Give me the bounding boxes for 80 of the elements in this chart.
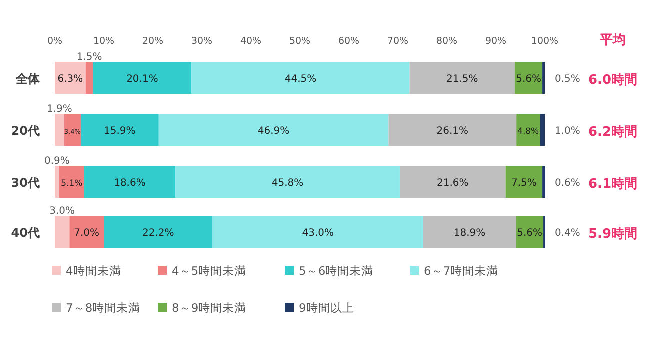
bar bbox=[388, 114, 517, 146]
text: 6.0時間 bbox=[588, 73, 638, 88]
y-tick-label: 全体 bbox=[15, 72, 41, 86]
bar bbox=[64, 114, 81, 146]
text: 5.9時間 bbox=[588, 227, 638, 242]
data-label: 44.5% bbox=[284, 74, 317, 85]
bar bbox=[55, 166, 60, 198]
bar bbox=[212, 216, 424, 248]
x-tick-label: 90% bbox=[485, 36, 507, 47]
data-label: 46.9% bbox=[258, 126, 290, 137]
bar bbox=[542, 166, 546, 198]
data-label: 1.5% bbox=[76, 52, 102, 63]
legend-label: 5～6時間未満 bbox=[299, 264, 374, 278]
x-tick-label: 20% bbox=[142, 36, 164, 47]
y-tick-label: 40代 bbox=[11, 226, 40, 240]
data-label: 5.1% bbox=[61, 179, 83, 189]
bar bbox=[516, 114, 540, 146]
legend-label: 6～7時間未満 bbox=[424, 264, 499, 278]
legend-label: 9時間以上 bbox=[299, 301, 354, 315]
y-tick-label: 20代 bbox=[11, 124, 40, 138]
y-tick-label: 30代 bbox=[11, 176, 40, 190]
x-tick-label: 10% bbox=[93, 36, 115, 47]
x-tick-label: 50% bbox=[289, 36, 311, 47]
text: 6.1時間 bbox=[588, 177, 638, 192]
data-label: 20.1% bbox=[126, 74, 158, 85]
data-label: 0.4% bbox=[555, 228, 580, 239]
bar bbox=[70, 216, 104, 248]
data-label: 45.8% bbox=[272, 178, 304, 189]
bar bbox=[506, 166, 543, 198]
bar bbox=[55, 216, 70, 248]
bar bbox=[515, 62, 543, 94]
data-label: 7.0% bbox=[74, 228, 100, 239]
data-label: 0.9% bbox=[44, 156, 70, 167]
legend-label: 4時間未満 bbox=[66, 264, 122, 278]
x-tick-label: 60% bbox=[338, 36, 360, 47]
x-tick-label: 0% bbox=[47, 36, 63, 47]
data-label: 21.5% bbox=[446, 74, 478, 85]
data-label: 43.0% bbox=[302, 228, 334, 239]
bar bbox=[80, 114, 159, 146]
data-label: 6.3% bbox=[58, 74, 84, 85]
data-label: 26.1% bbox=[436, 126, 469, 137]
x-tick-label: 100% bbox=[531, 36, 559, 47]
bar bbox=[540, 114, 545, 146]
text: 平均 bbox=[599, 33, 626, 48]
data-label: 18.9% bbox=[454, 228, 486, 239]
bar bbox=[55, 114, 64, 146]
bar bbox=[55, 62, 86, 94]
x-tick-label: 80% bbox=[436, 36, 458, 47]
data-label: 1.9% bbox=[46, 104, 72, 115]
bar bbox=[423, 216, 516, 248]
bar bbox=[86, 62, 94, 94]
x-tick-label: 70% bbox=[387, 36, 409, 47]
legend-label: 7～8時間未満 bbox=[66, 301, 141, 315]
data-label: 18.6% bbox=[114, 178, 146, 189]
x-tick-label: 30% bbox=[191, 36, 213, 47]
data-label: 21.6% bbox=[436, 178, 469, 189]
data-label: 22.2% bbox=[142, 228, 174, 239]
text: 6.2時間 bbox=[588, 125, 638, 140]
bar bbox=[93, 62, 192, 94]
legend-label: 8～9時間未満 bbox=[172, 301, 247, 315]
data-label: 0.6% bbox=[555, 178, 580, 189]
data-label: 5.6% bbox=[516, 74, 542, 85]
bar bbox=[84, 166, 176, 198]
data-label: 4.8% bbox=[518, 127, 540, 137]
bar bbox=[158, 114, 389, 146]
bar bbox=[176, 166, 400, 198]
data-label: 0.5% bbox=[555, 74, 580, 85]
bar bbox=[410, 62, 516, 94]
data-label: 3.0% bbox=[50, 206, 76, 217]
x-tick-label: 40% bbox=[240, 36, 262, 47]
data-label: 15.9% bbox=[104, 126, 136, 137]
data-label: 5.6% bbox=[517, 228, 543, 239]
bar bbox=[104, 216, 213, 248]
bar bbox=[59, 166, 84, 198]
legend-label: 4～5時間未満 bbox=[172, 264, 247, 278]
data-label: 7.5% bbox=[511, 178, 537, 189]
bar bbox=[516, 216, 544, 248]
bar bbox=[192, 62, 410, 94]
data-label: 1.0% bbox=[555, 126, 580, 137]
bar bbox=[400, 166, 506, 198]
